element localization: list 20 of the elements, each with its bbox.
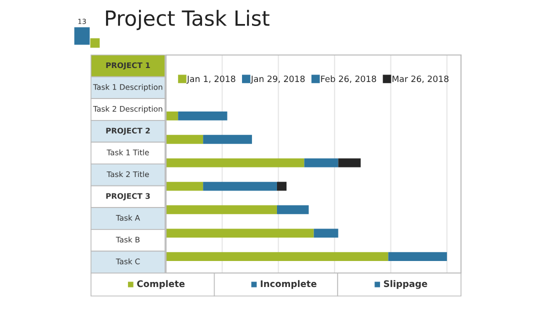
legend-label: Jan 1, 2018 (186, 76, 236, 84)
bar (276, 182, 287, 191)
bar (166, 182, 204, 191)
legend-label: Feb 26, 2018 (321, 75, 376, 83)
bar (304, 158, 338, 168)
text: Complete (137, 280, 185, 289)
legend-label: Jan 29, 2018 (250, 76, 305, 84)
bar (166, 111, 178, 120)
bar (166, 134, 204, 144)
bar (388, 252, 447, 262)
text: Slippage (384, 280, 428, 289)
legend-label: Mar 26, 2018 (392, 76, 448, 83)
bar (203, 134, 252, 144)
bar (203, 182, 277, 191)
text: Incomplete (260, 280, 316, 289)
bar (178, 111, 228, 120)
bar (314, 228, 338, 238)
bar (338, 158, 361, 168)
bar (276, 205, 309, 214)
chart-title: Project Task List (106, 10, 270, 30)
